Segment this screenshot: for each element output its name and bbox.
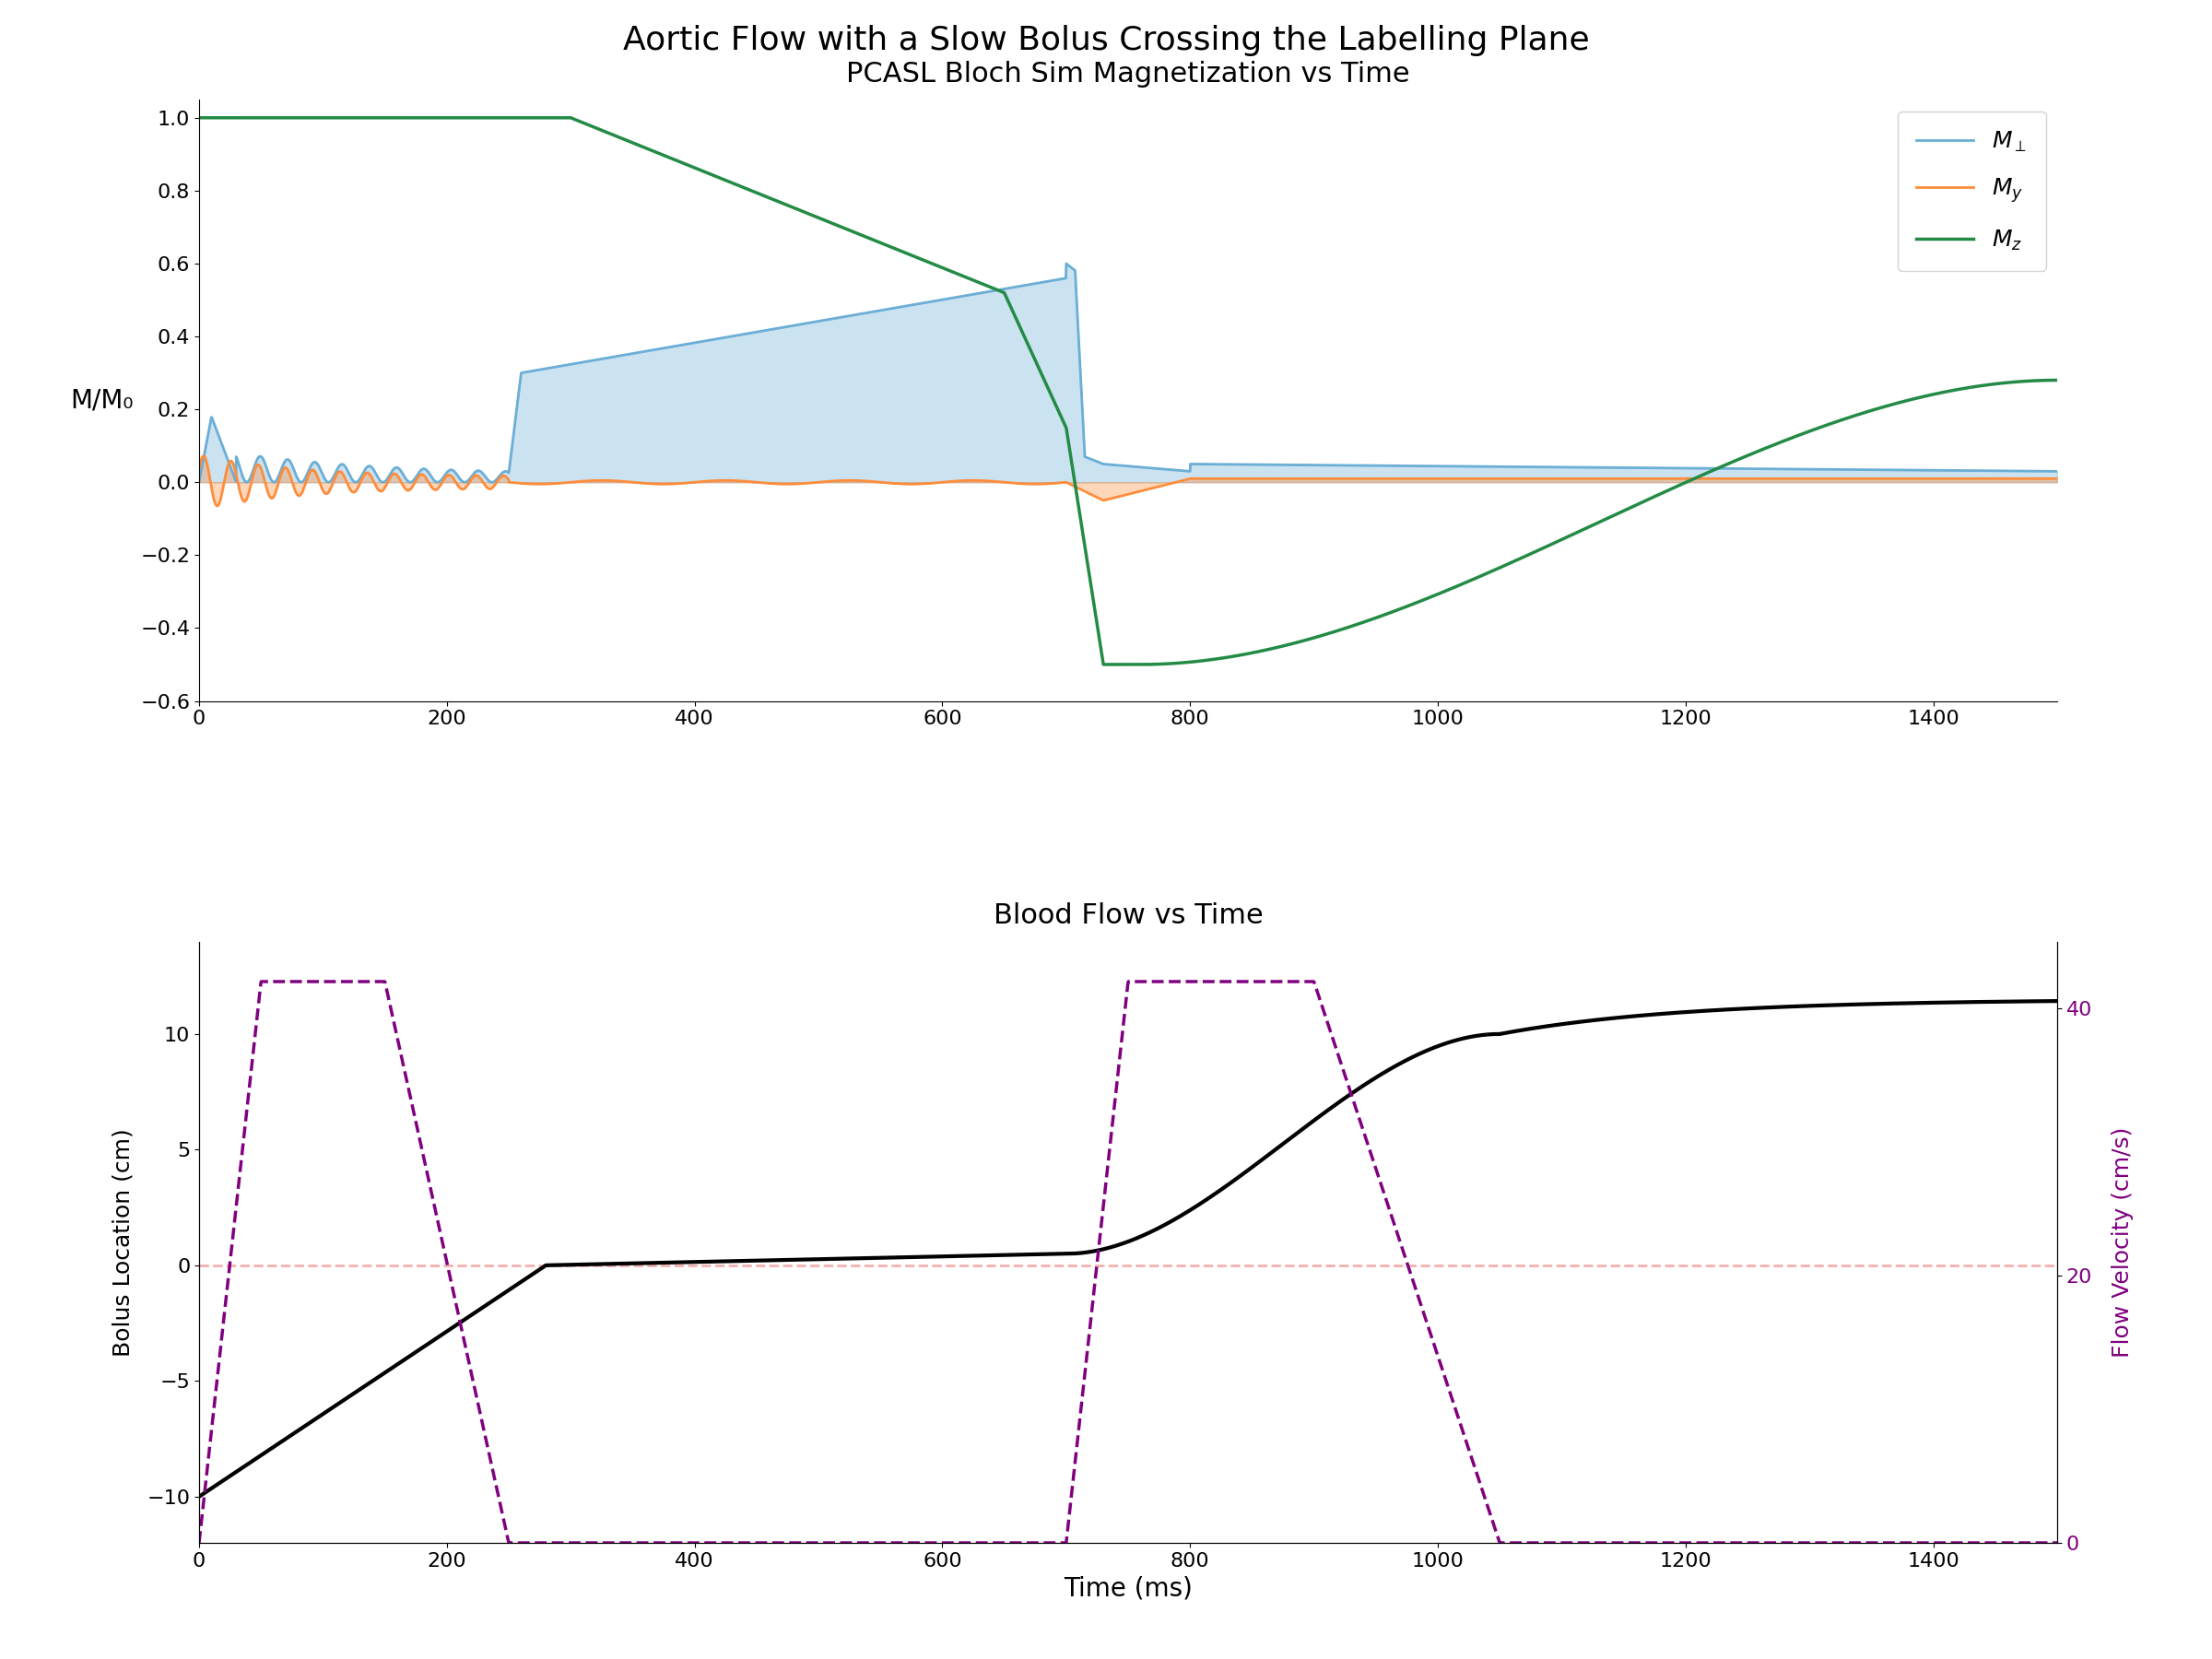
$M_y$	[1573, 468, 1599, 488]
$M_z$	[1394, 596, 1420, 615]
Line: $M_{\perp}$: $M_{\perp}$	[199, 264, 2057, 483]
$M_z$	[1573, 518, 1599, 538]
$M_z$	[896, 244, 922, 264]
$M_y$	[186, 460, 212, 479]
$M_z$	[1301, 627, 1327, 647]
$M_{\perp}$	[1301, 455, 1327, 474]
Legend: $M_{\perp}$, $M_y$, $M_z$: $M_{\perp}$, $M_y$, $M_z$	[1898, 111, 2046, 270]
$M_{\perp}$	[1394, 456, 1420, 476]
$M_y$	[2044, 468, 2070, 488]
$M_y$	[1301, 468, 1327, 488]
$M_{\perp}$	[524, 360, 551, 380]
Text: Aortic Flow with a Slow Bolus Crossing the Labelling Plane: Aortic Flow with a Slow Bolus Crossing t…	[624, 25, 1588, 56]
$M_y$	[204, 496, 230, 516]
$M_{\perp}$	[896, 295, 922, 315]
$M_z$	[1714, 455, 1741, 474]
Line: $M_z$: $M_z$	[199, 118, 2057, 665]
Title: PCASL Bloch Sim Magnetization vs Time: PCASL Bloch Sim Magnetization vs Time	[847, 60, 1409, 88]
$M_z$	[524, 108, 551, 128]
$M_z$	[186, 108, 212, 128]
$M_y$	[1396, 468, 1422, 488]
$M_z$	[1091, 655, 1117, 675]
Y-axis label: Bolus Location (cm): Bolus Location (cm)	[113, 1128, 135, 1357]
Line: $M_y$: $M_y$	[199, 456, 2057, 506]
$M_{\perp}$	[1714, 458, 1741, 478]
Title: Blood Flow vs Time: Blood Flow vs Time	[993, 902, 1263, 929]
Y-axis label: M/M₀: M/M₀	[71, 387, 133, 413]
Y-axis label: Flow Velocity (cm/s): Flow Velocity (cm/s)	[2112, 1126, 2135, 1357]
$M_{\perp}$	[186, 473, 212, 493]
$M_z$	[2044, 370, 2070, 390]
$M_y$	[190, 446, 217, 466]
$M_{\perp}$	[1573, 458, 1599, 478]
$M_y$	[1714, 468, 1741, 488]
$M_{\perp}$	[1053, 254, 1079, 274]
X-axis label: Time (ms): Time (ms)	[1064, 1576, 1192, 1601]
$M_y$	[524, 474, 551, 494]
$M_y$	[896, 474, 922, 494]
$M_{\perp}$	[2044, 461, 2070, 481]
